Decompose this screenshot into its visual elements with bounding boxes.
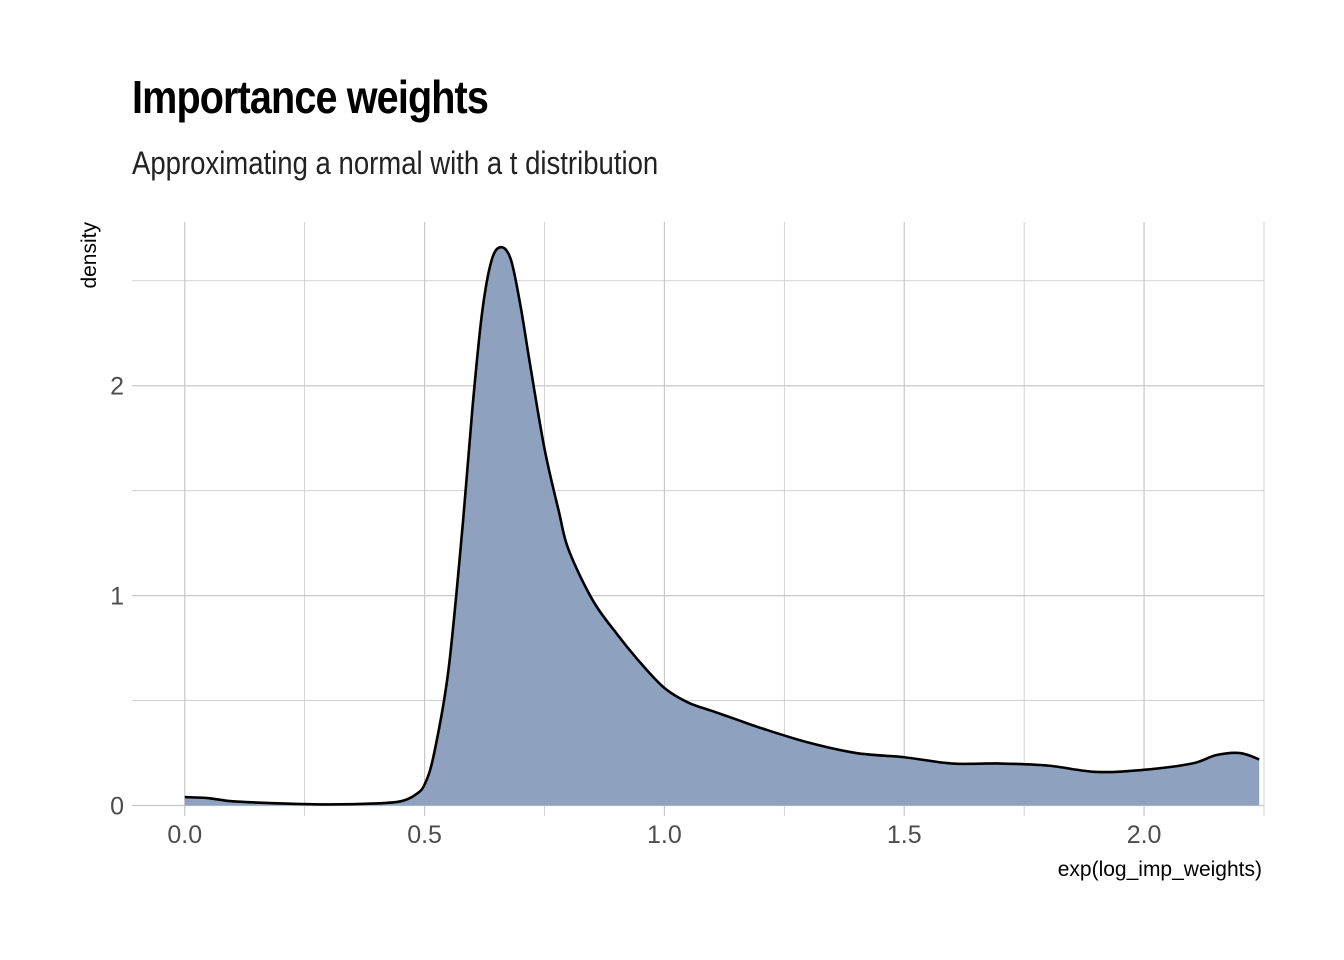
x-tick-label: 0.5: [407, 821, 442, 849]
y-axis-title: density: [78, 222, 101, 289]
density-area: [184, 247, 1260, 806]
x-tick-label: 1.0: [647, 821, 682, 849]
chart-subtitle: Approximating a normal with a t distribu…: [132, 145, 659, 181]
x-tick-label: 0.0: [167, 821, 202, 849]
y-tick-label: 1: [110, 583, 124, 611]
tick-labels: 0.0 0.5 1.0 1.5 2.0 0 1 2: [110, 373, 1161, 849]
x-tick-label: 1.5: [887, 821, 922, 849]
density-line: [184, 245, 1260, 806]
y-tick-label: 2: [110, 373, 124, 401]
x-tick-label: 2.0: [1127, 821, 1162, 849]
chart-title: Importance weights: [132, 71, 489, 123]
density-area-group: [184, 245, 1260, 806]
x-axis-title: exp(log_imp_weights): [1058, 858, 1262, 881]
y-tick-label: 0: [110, 793, 124, 821]
